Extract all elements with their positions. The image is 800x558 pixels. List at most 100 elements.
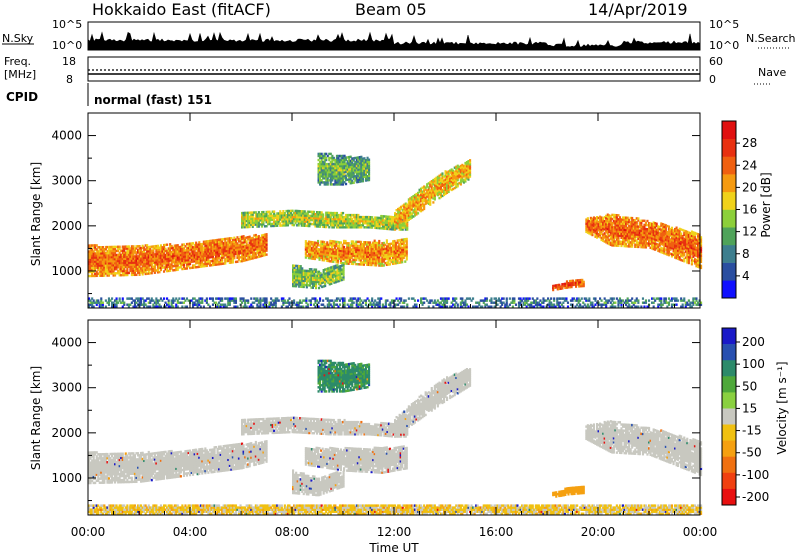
power-echo-cell <box>327 181 329 183</box>
power-echo-cell <box>266 243 268 245</box>
power-echo-cell <box>378 240 380 242</box>
power-echo-cell <box>460 183 462 185</box>
power-echo-cell <box>315 269 317 271</box>
power-echo-cell <box>266 237 268 239</box>
power-echo-cell <box>469 159 471 161</box>
power-echo-cell <box>617 214 619 216</box>
freq-unit-label: [MHz] <box>4 68 36 81</box>
power-echo-cell <box>646 220 648 222</box>
power-echo-cell <box>236 261 238 263</box>
nsky-tick-top: 10^5 <box>52 18 82 31</box>
power-echo-cell <box>318 287 320 289</box>
power-echo-cell <box>643 220 645 222</box>
power-echo-cell <box>169 270 171 272</box>
power-echo-cell <box>246 240 248 242</box>
power-echo-cell <box>340 241 342 243</box>
power-echo-cell <box>224 262 226 264</box>
power-echo-cell <box>326 241 328 243</box>
power-echo-cell <box>360 241 362 243</box>
power-echo-cell <box>619 216 621 218</box>
power-echo-cell <box>343 278 345 280</box>
nave-tick-bottom: 0 <box>709 73 716 86</box>
power-echo-cell <box>457 185 459 187</box>
noise-panel: N.Sky 10^5 10^0 10^5 10^0 N.Search <box>2 18 796 52</box>
power-echo-cell <box>680 232 682 234</box>
power-echo-cell <box>668 226 670 228</box>
power-echo-cell <box>374 240 376 242</box>
power-echo-cell <box>432 201 434 203</box>
power-echo-cell <box>292 210 294 212</box>
power-echo-cell <box>333 226 335 228</box>
station-title: Hokkaido East (fitACF) <box>92 0 271 19</box>
power-echo-cell <box>389 263 391 265</box>
power-echo-cell <box>266 233 268 235</box>
power-echo-cell <box>406 244 408 246</box>
power-echo-cell <box>305 240 307 242</box>
power-echo-cell <box>301 267 303 269</box>
power-echo-cell <box>637 217 639 219</box>
nsky-label: N.Sky <box>2 32 34 45</box>
power-echo-cell <box>343 264 345 266</box>
power-echo-cell <box>671 227 673 229</box>
power-echo-cell <box>368 159 370 161</box>
freq-tick-top: 18 <box>62 55 76 68</box>
power-echo-cell <box>158 271 160 273</box>
power-echo-cell <box>352 240 354 242</box>
power-echo-cell <box>323 241 325 243</box>
power-echo-cell <box>636 223 638 225</box>
power-echo-cell <box>266 253 268 255</box>
power-echo-cell <box>362 180 364 182</box>
power-echo-cell <box>321 153 323 155</box>
power-echo-cell <box>345 240 347 242</box>
freq-label: Freq. <box>4 55 31 68</box>
power-echo-cell <box>119 246 121 248</box>
power-echo-cell <box>348 242 350 244</box>
power-echo-cell <box>457 179 459 181</box>
nsearch-label: N.Search <box>746 32 796 45</box>
power-echo-cell <box>406 224 408 226</box>
power-echo-cell <box>163 270 165 272</box>
power-echo-cell <box>342 212 344 214</box>
freq-tick-bottom: 8 <box>66 73 73 86</box>
nave-label: Nave <box>758 66 786 79</box>
power-echo-cell <box>266 249 268 251</box>
power-echo-cell <box>160 269 162 271</box>
power-echo-cell <box>321 211 323 213</box>
power-echo-cell <box>369 241 371 243</box>
power-echo-cell <box>404 260 406 262</box>
power-echo-cell <box>135 274 137 276</box>
nsearch-tick-top: 10^5 <box>709 18 739 31</box>
power-echo-cell <box>441 172 443 174</box>
power-echo-cell <box>152 249 154 251</box>
power-echo-cell <box>300 265 302 267</box>
power-echo-cell <box>304 210 306 212</box>
power-echo-cell <box>315 285 317 287</box>
power-echo-cell <box>330 153 332 155</box>
power-echo-cell <box>343 266 345 268</box>
power-echo-cell <box>429 199 431 201</box>
power-echo-cell <box>386 239 388 241</box>
nsky-trace <box>88 33 700 51</box>
power-echo-cell <box>313 211 315 213</box>
date-title: 14/Apr/2019 <box>588 0 688 19</box>
nsearch-tick-bottom: 10^0 <box>709 39 739 52</box>
power-echo-cell <box>469 165 471 167</box>
power-echo-cell <box>469 171 471 173</box>
power-echo-cell <box>266 225 268 227</box>
power-echo-cell <box>189 263 191 265</box>
power-echo-cell <box>322 213 324 215</box>
power-echo-cell <box>360 226 362 228</box>
power-echo-cell <box>343 246 345 248</box>
power-echo-cell <box>317 240 319 242</box>
power-echo-cell <box>177 269 179 271</box>
power-echo-cell <box>587 217 589 219</box>
power-echo-cell <box>417 212 419 214</box>
cpid-label: CPID <box>6 90 38 104</box>
freq-panel-frame <box>88 57 700 81</box>
nsky-tick-bottom: 10^0 <box>52 39 82 52</box>
power-echo-cell <box>368 167 370 169</box>
power-echo-cell <box>406 258 408 260</box>
